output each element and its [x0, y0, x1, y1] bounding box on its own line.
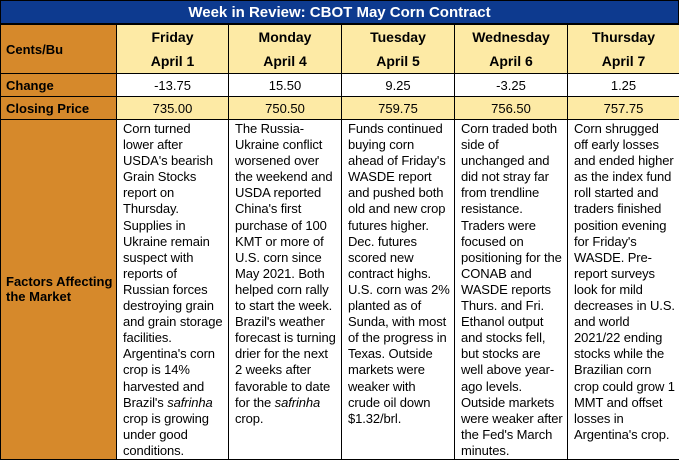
day-name: Monday — [229, 25, 341, 49]
closing-value-friday: 735.00 — [117, 97, 229, 120]
day-date: April 7 — [568, 49, 679, 73]
factors-text-friday: Corn turned lower after USDA's bearish G… — [117, 120, 229, 460]
day-name: Wednesday — [455, 25, 567, 49]
factors-text-thursday: Corn shrugged off early losses and ended… — [568, 120, 679, 460]
factors-text: Corn traded both side of unchanged and d… — [461, 121, 563, 458]
table-title: Week in Review: CBOT May Corn Contract — [0, 0, 679, 24]
day-header-tuesday: Tuesday April 5 — [342, 25, 455, 74]
corn-review-table-container: Week in Review: CBOT May Corn Contract C… — [0, 0, 679, 442]
factors-text-monday: The Russia-Ukraine conflict worsened ove… — [229, 120, 342, 460]
day-header-friday: Friday April 1 — [117, 25, 229, 74]
day-name: Tuesday — [342, 25, 454, 49]
factors-text: Funds continued buying corn ahead of Fri… — [348, 121, 450, 426]
closing-value-thursday: 757.75 — [568, 97, 679, 120]
factors-text: Corn shrugged off early losses and ended… — [574, 121, 675, 442]
change-value-wednesday: -3.25 — [455, 74, 568, 97]
factors-text-end: crop is growing under good conditions. — [123, 411, 209, 458]
day-name: Friday — [117, 25, 228, 49]
closing-value-wednesday: 756.50 — [455, 97, 568, 120]
unit-label: Cents/Bu — [1, 25, 117, 74]
factors-text-end: crop. — [235, 411, 263, 426]
factors-text-tuesday: Funds continued buying corn ahead of Fri… — [342, 120, 455, 460]
factors-row: Factors Affecting the Market Corn turned… — [1, 120, 679, 460]
day-header-thursday: Thursday April 7 — [568, 25, 679, 74]
day-date: April 6 — [455, 49, 567, 73]
factors-label: Factors Affecting the Market — [1, 120, 117, 460]
day-header-wednesday: Wednesday April 6 — [455, 25, 568, 74]
change-row: Change -13.75 15.50 9.25 -3.25 1.25 — [1, 74, 679, 97]
factors-italic-term: safrinha — [167, 395, 212, 410]
closing-value-tuesday: 759.75 — [342, 97, 455, 120]
change-value-friday: -13.75 — [117, 74, 229, 97]
closing-value-monday: 750.50 — [229, 97, 342, 120]
factors-text: Corn turned lower after USDA's bearish G… — [123, 121, 222, 410]
day-name: Thursday — [568, 25, 679, 49]
closing-price-label: Closing Price — [1, 97, 117, 120]
day-date: April 5 — [342, 49, 454, 73]
day-header-monday: Monday April 4 — [229, 25, 342, 74]
change-label: Change — [1, 74, 117, 97]
header-row: Cents/Bu Friday April 1 Monday April 4 T… — [1, 25, 679, 74]
factors-italic-term: safrinha — [275, 395, 320, 410]
change-value-thursday: 1.25 — [568, 74, 679, 97]
day-date: April 1 — [117, 49, 228, 73]
closing-price-row: Closing Price 735.00 750.50 759.75 756.5… — [1, 97, 679, 120]
day-date: April 4 — [229, 49, 341, 73]
change-value-monday: 15.50 — [229, 74, 342, 97]
change-value-tuesday: 9.25 — [342, 74, 455, 97]
factors-text-wednesday: Corn traded both side of unchanged and d… — [455, 120, 568, 460]
weekly-review-table: Cents/Bu Friday April 1 Monday April 4 T… — [0, 24, 679, 460]
factors-text: The Russia-Ukraine conflict worsened ove… — [235, 121, 336, 410]
